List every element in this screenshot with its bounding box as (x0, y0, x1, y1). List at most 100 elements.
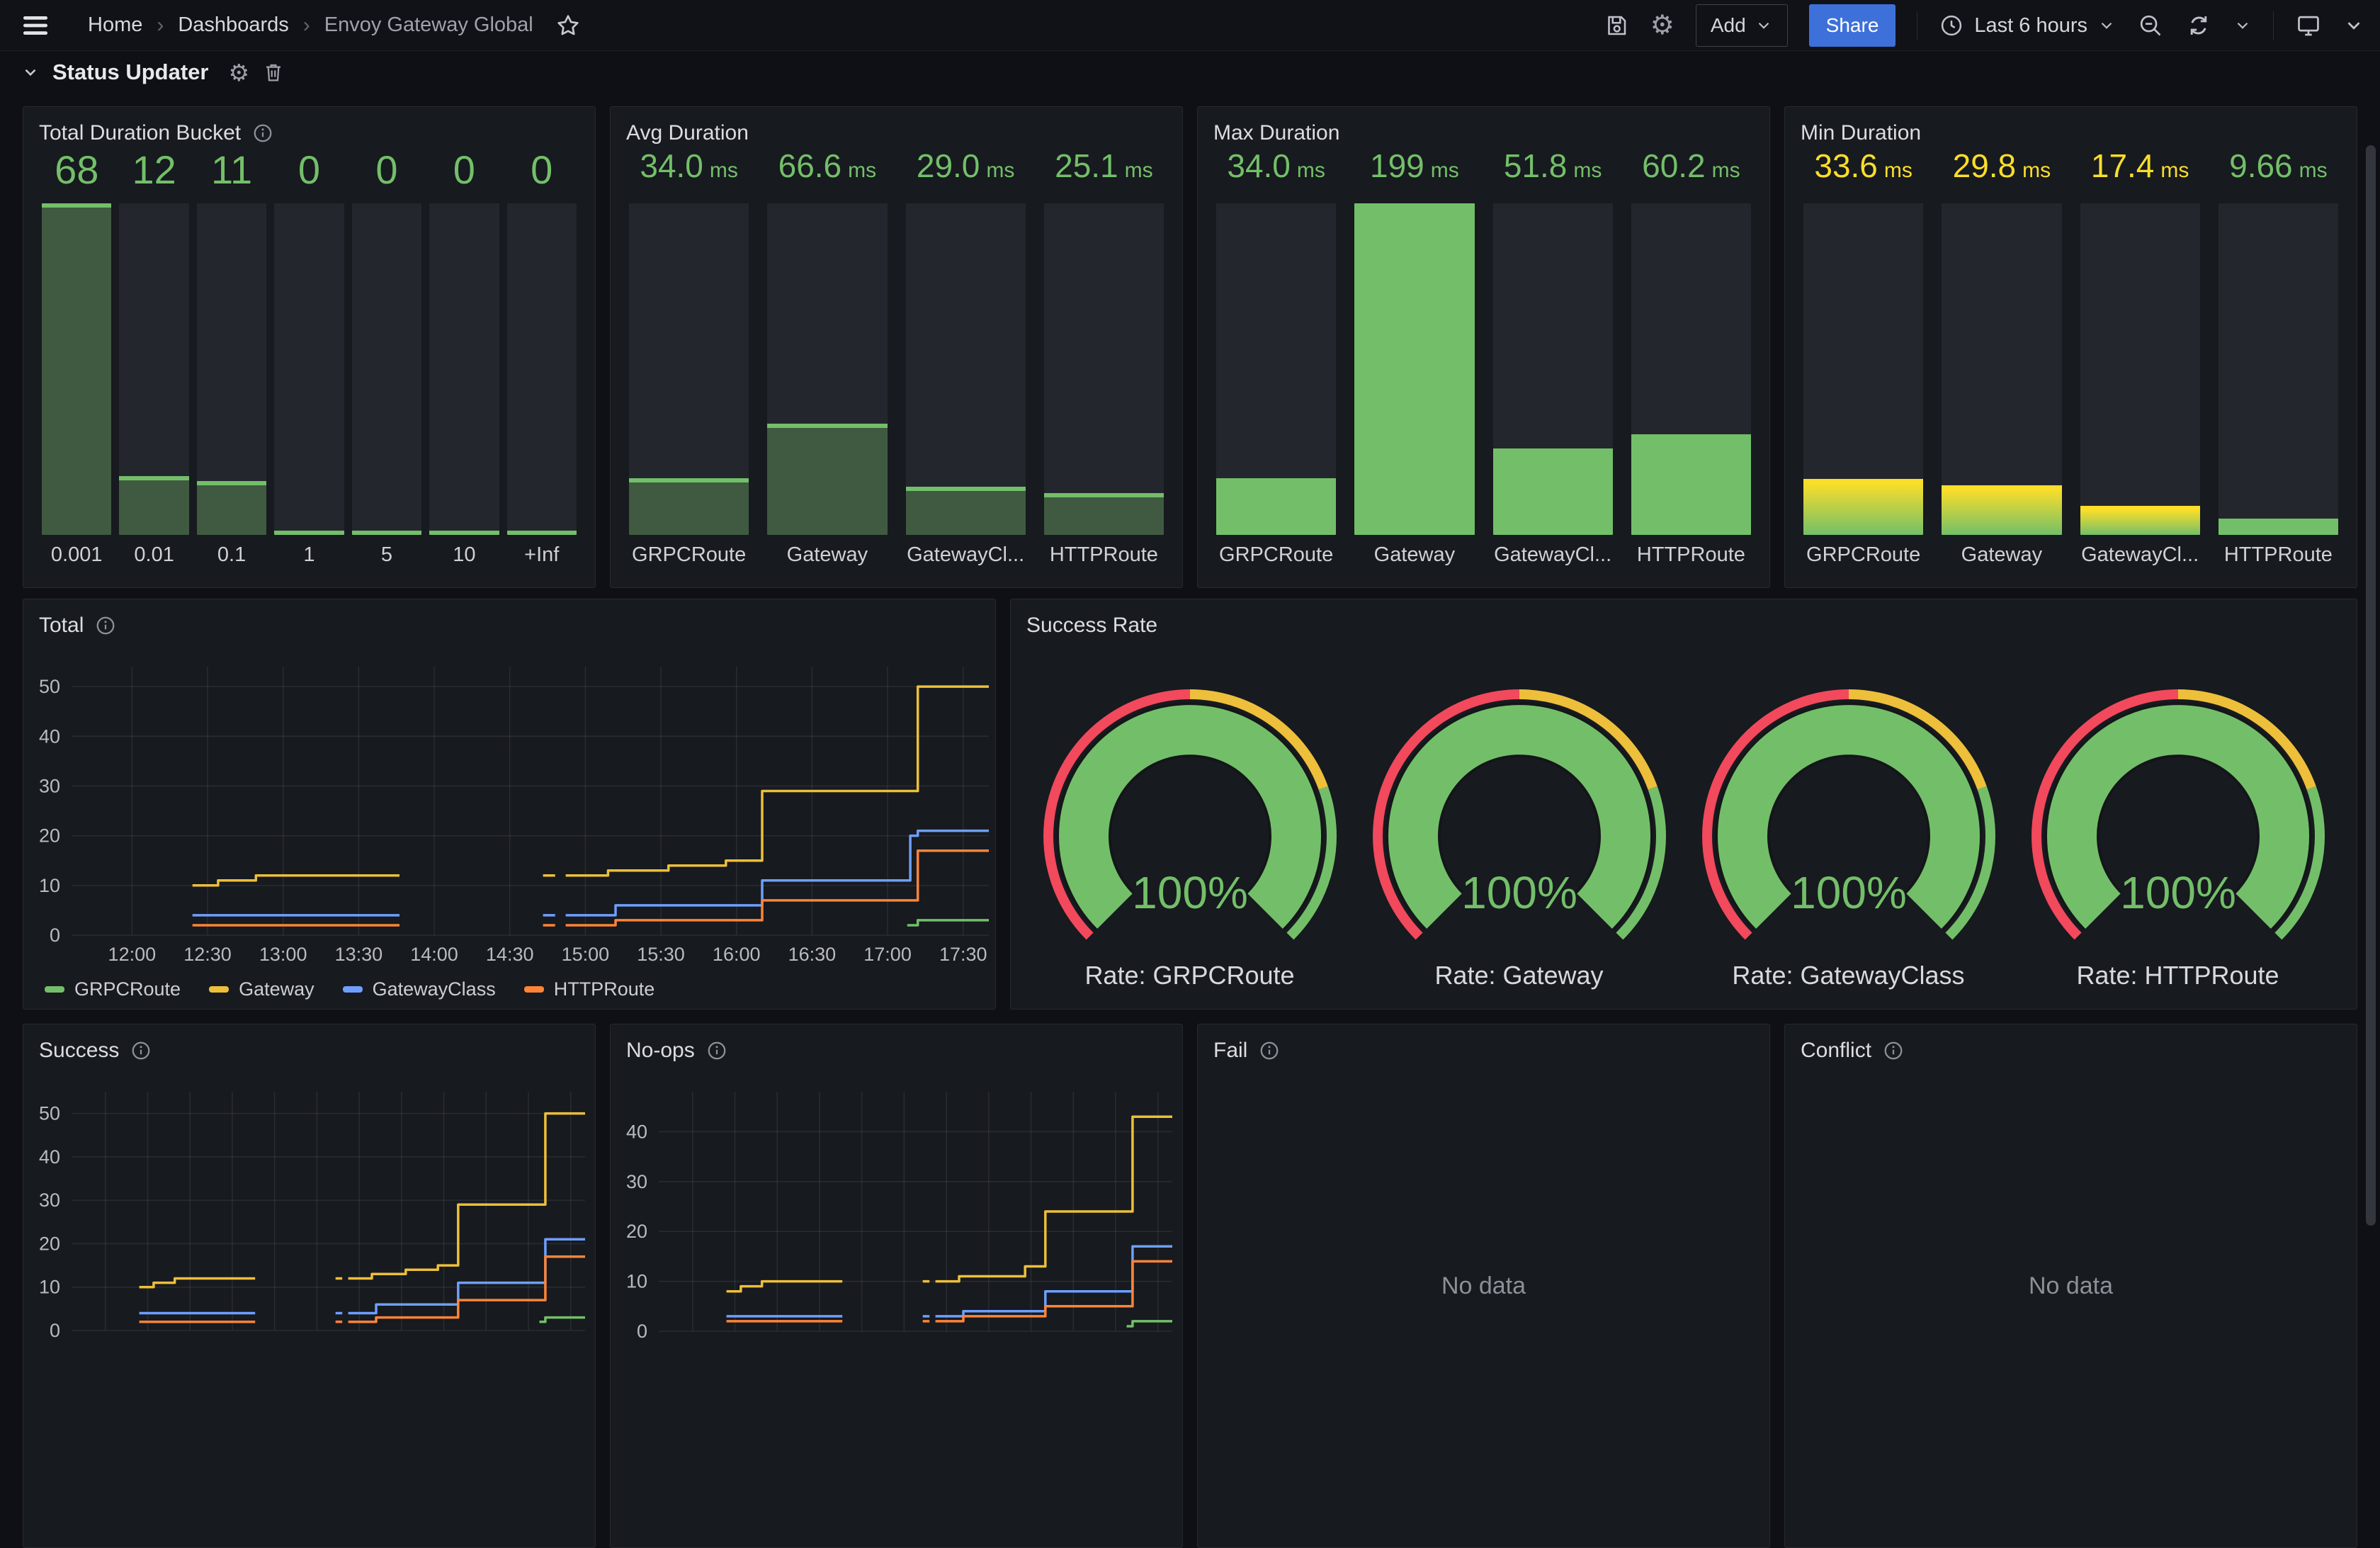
scrollbar-thumb[interactable] (2366, 145, 2376, 1226)
gauge-label: Rate: HTTPRoute (2076, 961, 2279, 990)
svg-text:16:00: 16:00 (713, 944, 761, 965)
gauge-arc: 100% (2022, 673, 2334, 942)
gauge: 100%Rate: GatewayClass (1693, 673, 2005, 990)
bar-column: 29.8msGateway (1942, 147, 2061, 576)
tv-mode-icon[interactable] (2295, 12, 2322, 39)
panel-avg-duration: Avg Duration 34.0msGRPCRoute66.6msGatewa… (610, 106, 1183, 588)
panel-header[interactable]: Total Duration Bucket (23, 107, 595, 147)
gauge-value: 100% (1461, 867, 1577, 918)
nav-more-chevron-icon[interactable] (2343, 15, 2364, 36)
gauge-value: 100% (1132, 867, 1248, 918)
series-gateway (566, 687, 989, 876)
star-icon[interactable] (555, 12, 582, 39)
legend-color-chip (209, 986, 229, 993)
panel-header[interactable]: Success Rate (1011, 599, 2357, 639)
bar-track (1044, 203, 1164, 535)
legend-item-grpcroute[interactable]: GRPCRoute (45, 978, 181, 1000)
svg-text:30: 30 (39, 775, 60, 796)
bar-fill (1631, 434, 1751, 535)
bar-column: 199msGateway (1354, 147, 1474, 576)
bar-label: HTTPRoute (1631, 543, 1751, 576)
refresh-interval-chevron-icon[interactable] (2233, 16, 2252, 35)
panel-header[interactable]: Min Duration (1785, 107, 2357, 147)
time-series-chart: 12:0012:3013:0013:3014:0014:3015:0015:30… (23, 599, 995, 1009)
panel-title: Success Rate (1026, 614, 1157, 638)
svg-text:20: 20 (39, 1233, 60, 1254)
series-gatewayclass (566, 831, 989, 915)
share-button-label: Share (1826, 14, 1879, 37)
svg-text:40: 40 (39, 1146, 60, 1168)
bar-value: 51.8ms (1493, 147, 1613, 198)
bar-track (507, 203, 577, 535)
top-nav: Home › Dashboards › Envoy Gateway Global… (0, 0, 2380, 51)
zoom-out-icon[interactable] (2137, 12, 2164, 39)
menu-icon[interactable] (20, 10, 51, 41)
gear-icon[interactable]: ⚙ (1650, 12, 1674, 39)
bar-column: 25.1msHTTPRoute (1044, 147, 1164, 576)
legend-item-gateway[interactable]: Gateway (209, 978, 314, 1000)
bar-value: 0 (507, 147, 577, 198)
bar-fill (1216, 478, 1336, 535)
legend-item-gatewayclass[interactable]: GatewayClass (343, 978, 496, 1000)
svg-text:30: 30 (626, 1171, 647, 1192)
legend-label: GatewayClass (373, 978, 496, 1000)
bar-column: 17.4msGatewayCl... (2080, 147, 2200, 576)
panel-total: Total 12:0012:3013:0013:3014:0014:3015:0… (23, 599, 996, 1010)
bar-column: 60.2msHTTPRoute (1631, 147, 1751, 576)
bar-value: 0 (274, 147, 344, 198)
bar-track (42, 203, 111, 535)
bar-label: 10 (429, 543, 499, 576)
share-button[interactable]: Share (1809, 4, 1896, 47)
time-range-picker[interactable]: Last 6 hours (1939, 13, 2116, 38)
refresh-icon[interactable] (2185, 12, 2212, 39)
row-delete-trash-icon[interactable] (262, 61, 285, 84)
bar-column: 66.6msGateway (767, 147, 887, 576)
bar-label: 0.01 (119, 543, 188, 576)
series-gatewayclass (348, 1239, 585, 1313)
bar-fill (119, 476, 188, 535)
add-button[interactable]: Add (1696, 4, 1788, 47)
breadcrumb-home[interactable]: Home (88, 13, 142, 37)
bar-column: 33.6msGRPCRoute (1803, 147, 1923, 576)
bar-gauge-chart: 33.6msGRPCRoute29.8msGateway17.4msGatewa… (1803, 147, 2338, 576)
panel-header[interactable]: Avg Duration (611, 107, 1182, 147)
bar-column: 51.8ms GatewayCl... (1493, 147, 1613, 576)
bar-label: 0.1 (197, 543, 266, 576)
panel-header[interactable]: Max Duration (1198, 107, 1769, 147)
gauge-label: Rate: Gateway (1434, 961, 1603, 990)
row-settings-gear-icon[interactable]: ⚙ (228, 61, 249, 84)
bar-value: 9.66ms (2218, 147, 2338, 198)
bar-label: +Inf (507, 543, 577, 576)
bar-value: 17.4ms (2080, 147, 2200, 198)
row-collapse-chevron-icon (21, 63, 40, 81)
bar-fill (42, 203, 111, 535)
divider (2273, 11, 2274, 40)
bar-fill (352, 531, 421, 535)
panel-title: Total Duration Bucket (39, 121, 241, 145)
bar-label: GatewayCl... (1493, 543, 1613, 576)
bar-column: 680.001 (42, 147, 111, 576)
no-data-message: No data (1785, 1024, 2357, 1547)
svg-text:40: 40 (626, 1121, 647, 1142)
legend-item-httproute[interactable]: HTTPRoute (524, 978, 655, 1000)
bar-track (2080, 203, 2200, 535)
bar-value: 25.1ms (1044, 147, 1164, 198)
info-icon[interactable] (252, 123, 273, 144)
bar-column: 110.1 (197, 147, 266, 576)
gauge-value: 100% (1791, 867, 1907, 918)
save-icon[interactable] (1604, 13, 1629, 38)
gauge-arc: 100% (1034, 673, 1346, 942)
bar-fill (1354, 203, 1474, 535)
breadcrumb-dashboards[interactable]: Dashboards (178, 13, 288, 37)
panel-max-duration: Max Duration 34.0msGRPCRoute199msGateway… (1197, 106, 1770, 588)
bar-fill (197, 481, 266, 535)
bar-value: 12 (119, 147, 188, 198)
row-header-status-updater[interactable]: Status Updater ⚙ (21, 60, 285, 85)
svg-text:12:00: 12:00 (108, 944, 157, 965)
time-series-chart: 010203040 (611, 1024, 1182, 1547)
breadcrumb-separator: › (157, 13, 164, 38)
bar-track (352, 203, 421, 535)
bar-fill (1942, 485, 2061, 535)
svg-text:0: 0 (50, 1320, 60, 1341)
bar-fill (767, 424, 887, 535)
